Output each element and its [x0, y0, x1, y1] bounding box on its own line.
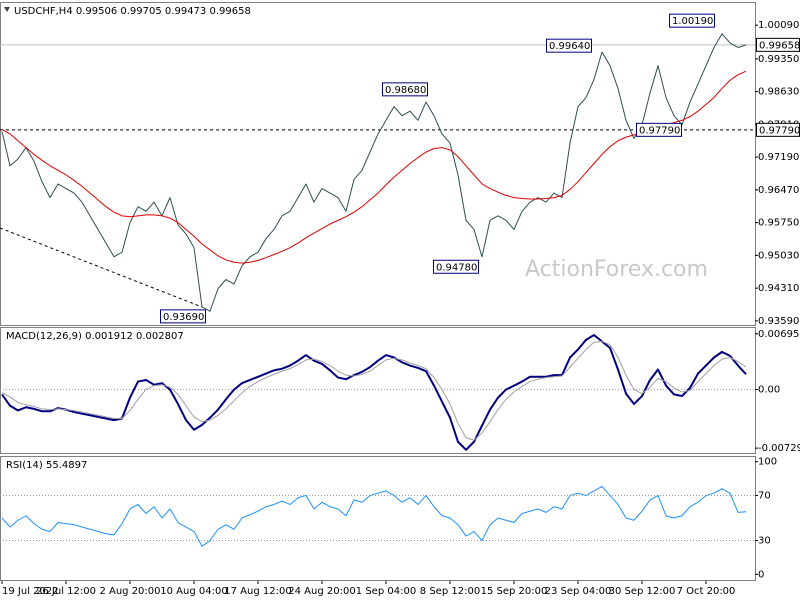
- annotation-box: [546, 38, 592, 53]
- symbol-icon: [4, 7, 10, 12]
- series-line: [1, 334, 747, 451]
- annotation-label: 0.97790: [639, 125, 680, 136]
- price-tag-label: 0.99658: [759, 40, 800, 51]
- y-tick-label: 0.93590: [758, 316, 799, 327]
- x-tick-label: 30 Sep 12:00: [609, 586, 676, 597]
- y-tick-label: 0.99350: [758, 54, 799, 65]
- y-tick-label: 0.96470: [758, 185, 799, 196]
- x-tick-label: 15 Sep 20:00: [481, 586, 548, 597]
- annotation-box: [636, 122, 682, 137]
- x-tick-label: 26 Jul 12:00: [36, 586, 96, 597]
- series-line: [1, 33, 747, 312]
- panel-title: RSI(14) 55.4897: [6, 460, 87, 471]
- y-tick-label: 0.00: [758, 385, 780, 396]
- y-tick-label: 70: [758, 490, 771, 501]
- y-tick-label: 0.006954: [758, 329, 800, 340]
- trend-line: [0, 227, 203, 308]
- x-tick-label: 1 Sep 04:00: [356, 586, 416, 597]
- y-tick-label: 0.97190: [758, 152, 799, 163]
- annotation-box: [382, 82, 428, 97]
- watermark: ActionForex.com: [525, 257, 708, 282]
- y-tick-label: 0.95030: [758, 250, 799, 261]
- y-tick-label: 0.95750: [758, 218, 799, 229]
- y-tick-label: 0: [758, 569, 764, 580]
- y-tick-label: 30: [758, 536, 771, 547]
- x-tick-label: 2 Aug 20:00: [99, 586, 160, 597]
- panel-frame: [0, 2, 756, 326]
- series-line: [1, 70, 747, 264]
- panel-title: MACD(12,26,9) 0.001912 0.002807: [6, 331, 184, 342]
- x-tick-label: 10 Aug 04:00: [160, 586, 227, 597]
- panel-frame: [0, 456, 756, 581]
- annotation-label: 0.93690: [163, 312, 204, 323]
- y-tick-label: 0.94310: [758, 283, 799, 294]
- x-tick-label: 7 Oct 20:00: [677, 586, 736, 597]
- annotation-label: 0.98680: [385, 85, 426, 96]
- x-tick-label: 23 Sep 04:00: [545, 586, 612, 597]
- x-tick-label: 24 Aug 20:00: [288, 586, 355, 597]
- y-tick-label: -0.007294: [758, 443, 800, 454]
- x-tick-label: 17 Aug 12:00: [224, 586, 291, 597]
- annotation-box: [669, 13, 715, 28]
- x-tick-label: 8 Sep 12:00: [420, 586, 480, 597]
- series-line: [1, 485, 747, 547]
- y-tick-label: 0.98630: [758, 87, 799, 98]
- annotation-label: 1.00190: [672, 16, 713, 27]
- annotation-label: 0.94780: [436, 262, 477, 273]
- chart-title: USDCHF,H4 0.99506 0.99705 0.99473 0.9965…: [14, 6, 251, 17]
- annotation-label: 0.99640: [549, 41, 590, 52]
- panel-frame: [0, 327, 756, 454]
- annotation-box: [160, 309, 206, 324]
- y-tick-label: 1.00090: [758, 20, 799, 31]
- x-tick-label: 19 Jul 2022: [2, 586, 59, 597]
- y-tick-label: 100: [758, 457, 777, 468]
- price-tag-label: 0.97790: [759, 125, 800, 136]
- series-line: [1, 340, 747, 441]
- annotation-box: [433, 259, 479, 274]
